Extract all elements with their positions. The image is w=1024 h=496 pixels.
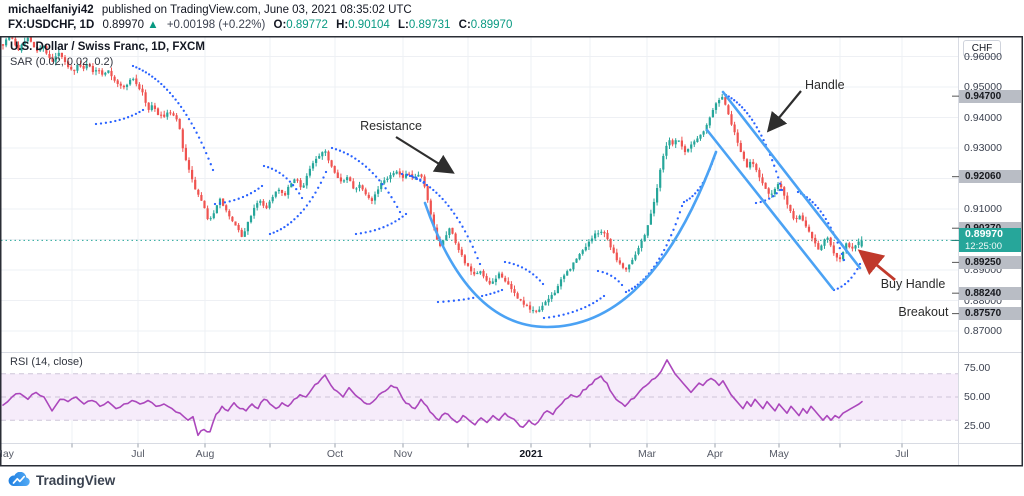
time-axis-tick[interactable]: Jul — [131, 448, 145, 460]
chart-legend-title[interactable]: U.S. Dollar / Swiss Franc, 1D, FXCM — [10, 41, 205, 53]
open-label: O: — [273, 19, 287, 31]
last-price-label: 0.89970 12:25:00 — [959, 228, 1021, 253]
last-price: 0.89970 — [102, 19, 145, 31]
bar-countdown: 12:25:00 — [965, 241, 1002, 253]
tradingview-logo-text: TradingView — [36, 472, 116, 488]
symbol-label: FX:USDCHF, 1D — [8, 19, 95, 31]
price-axis-tick[interactable]: 0.94000 — [964, 111, 1002, 124]
publish-line: michaelfaniyi42 published on TradingView… — [8, 3, 1018, 18]
ohlc-line: FX:USDCHF, 1D 0.89970 ▲ +0.00198 (+0.22%… — [8, 18, 1018, 33]
price-axis-tick[interactable]: 0.93000 — [964, 142, 1002, 154]
price-marker-label: 0.94700 — [959, 89, 1021, 103]
price-change: +0.00198 (+0.22%) — [166, 19, 266, 31]
low-value: 0.89731 — [408, 19, 451, 31]
time-axis-tick[interactable]: Apr — [706, 448, 724, 460]
time-axis-tick[interactable]: Oct — [326, 448, 344, 460]
author-name: michaelfaniyi42 — [8, 4, 94, 16]
time-axis-tick[interactable]: May — [0, 448, 14, 460]
annotation-handle[interactable]: Handle — [805, 78, 845, 92]
rsi-axis-tick[interactable]: 75.00 — [964, 362, 991, 374]
up-triangle-icon: ▲ — [147, 19, 159, 31]
price-axis-tick[interactable]: 0.91000 — [964, 203, 1002, 215]
last-price-value: 0.89970 — [965, 228, 1003, 241]
annotation-resistance[interactable]: Resistance — [360, 119, 422, 133]
price-marker-label: 0.92060 — [959, 170, 1021, 184]
tradingview-cloud-icon — [8, 472, 30, 486]
high-label: H: — [336, 19, 349, 31]
price-axis-tick[interactable]: 0.87000 — [964, 325, 1002, 337]
time-axis-tick[interactable]: Nov — [393, 448, 413, 460]
high-value: 0.90104 — [348, 19, 390, 31]
price-marker-label: 0.89250 — [959, 255, 1021, 269]
rsi-axis-tick[interactable]: 25.00 — [964, 420, 991, 432]
annotation-buy-handle-breakout[interactable]: Buy Handle Breakout — [880, 277, 949, 319]
time-axis-tick[interactable]: Jul — [895, 448, 909, 460]
time-axis-tick[interactable]: Aug — [195, 448, 215, 460]
currency-chf-button[interactable]: CHF — [963, 40, 1001, 57]
rsi-indicator-legend[interactable]: RSI (14, close) — [10, 356, 83, 368]
open-value: 0.89772 — [286, 19, 328, 31]
rsi-axis-tick[interactable]: 50.00 — [964, 391, 991, 403]
time-axis-tick[interactable]: May — [769, 448, 789, 460]
time-axis-tick[interactable]: 2021 — [519, 448, 543, 460]
sar-indicator-legend[interactable]: SAR (0.02, 0.02, 0.2) — [10, 56, 114, 68]
publish-info: published on TradingView.com, June 03, 2… — [101, 4, 412, 16]
price-axis-tick[interactable]: 0.96000 — [964, 50, 1002, 63]
tradingview-logo[interactable]: TradingView — [8, 472, 115, 488]
snapshot-header: michaelfaniyi42 published on TradingView… — [8, 3, 1018, 33]
time-axis-tick[interactable]: Mar — [637, 448, 657, 460]
price-marker-label: 0.88240 — [959, 286, 1021, 300]
price-marker-label: 0.87570 — [959, 307, 1021, 321]
low-label: L: — [398, 19, 409, 31]
close-label: C: — [458, 19, 471, 31]
close-value: 0.89970 — [470, 19, 513, 31]
